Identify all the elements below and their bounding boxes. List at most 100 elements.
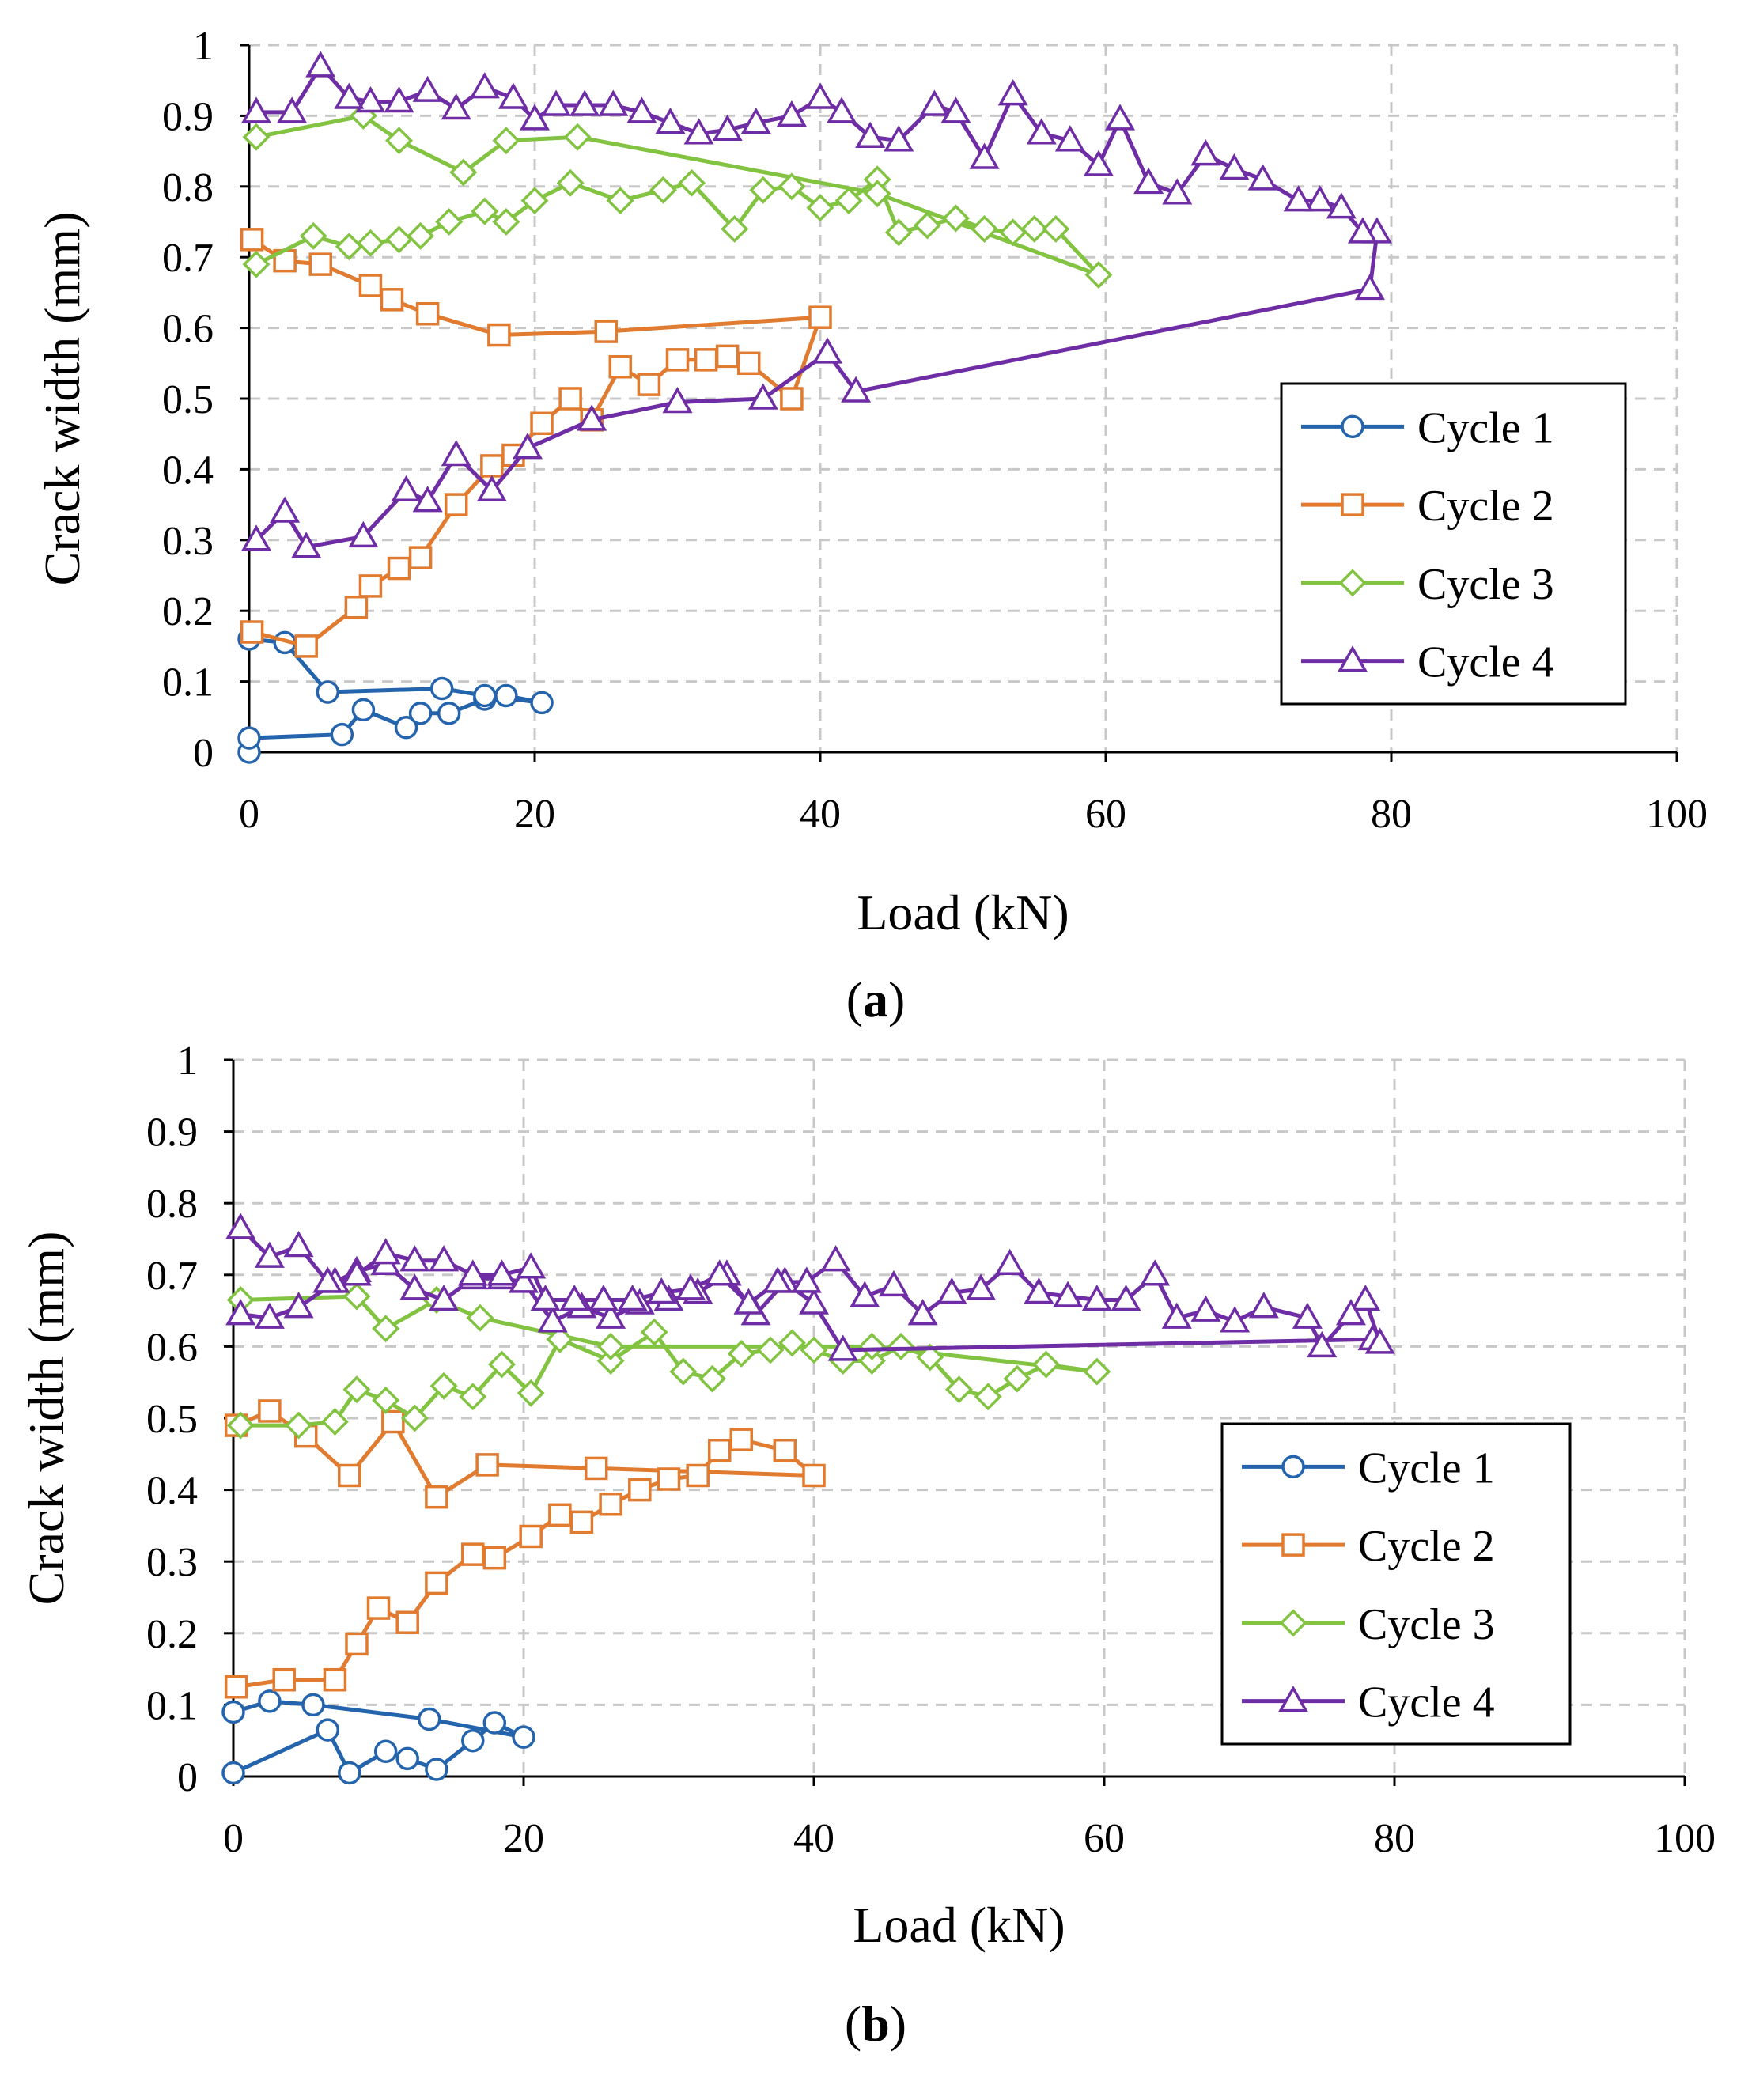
data-point-cycle-4 [305, 51, 336, 78]
data-point-cycle-4 [283, 1292, 314, 1319]
data-point-cycle-3 [999, 218, 1027, 247]
data-point-cycle-3 [320, 1408, 349, 1436]
data-point-cycle-4 [804, 82, 836, 109]
data-point-cycle-4 [1054, 125, 1085, 152]
data-point-cycle-1 [429, 676, 454, 701]
legend-item-cycle-2: Cycle 2 [1242, 1522, 1495, 1571]
data-point-cycle-1 [494, 683, 518, 708]
data-point-cycle-2 [594, 320, 618, 343]
x-tick-label: 0 [239, 792, 259, 837]
data-point-cycle-4 [683, 118, 714, 145]
data-point-cycle-4 [812, 337, 843, 364]
y-tick-label: 0 [193, 731, 214, 776]
data-point-cycle-3 [492, 208, 520, 236]
legend-label: Cycle 1 [1417, 403, 1554, 452]
x-tick-label: 80 [1374, 1816, 1415, 1861]
legend-marker-cycle-2 [1341, 493, 1364, 516]
data-point-cycle-3 [649, 176, 677, 204]
data-point-cycle-3 [640, 1318, 668, 1346]
data-point-cycle-2 [707, 1439, 732, 1462]
data-point-cycle-4 [675, 1273, 706, 1300]
data-point-cycle-4 [1304, 185, 1335, 212]
legend-label: Cycle 3 [1358, 1600, 1495, 1649]
data-point-cycle-4 [508, 1266, 539, 1293]
data-point-cycle-4 [791, 1266, 822, 1293]
data-point-cycle-4 [1283, 185, 1314, 212]
data-point-cycle-2 [323, 1667, 347, 1692]
y-tick-label: 0.2 [162, 589, 214, 634]
x-tick-label: 40 [793, 1816, 834, 1861]
data-point-cycle-1 [221, 1761, 245, 1785]
data-point-cycle-2 [715, 344, 740, 369]
data-point-cycle-3 [596, 1332, 625, 1360]
y-tick-label: 0.8 [162, 165, 214, 210]
data-point-cycle-4 [399, 1245, 430, 1272]
data-point-cycle-4 [312, 1266, 343, 1293]
data-point-cycle-4 [270, 496, 301, 523]
data-point-cycle-3 [285, 1411, 313, 1440]
data-point-cycle-3 [1032, 1350, 1061, 1379]
data-point-cycle-4 [1350, 1284, 1381, 1311]
y-axis-title: Crack width (mm) [34, 212, 90, 586]
tick-labels: 0 20 40 60 80 100 0 0.1 0.2 0.3 0.4 0.5 0.6 0.7 0.8 0.9… [146, 1039, 1716, 1861]
y-tick-label: 0.5 [146, 1397, 198, 1442]
data-point-cycle-2 [599, 1492, 622, 1516]
data-point-cycle-4 [878, 1269, 909, 1297]
data-point-cycle-4 [1335, 1299, 1366, 1326]
data-point-cycle-2 [585, 1456, 608, 1481]
data-point-cycle-4 [341, 1259, 372, 1286]
series-layer [237, 51, 1392, 764]
legend-marker-cycle-3 [1279, 1609, 1307, 1637]
data-point-cycle-4 [569, 89, 600, 116]
data-point-cycle-3 [242, 123, 271, 151]
data-point-cycle-1 [316, 680, 340, 704]
data-point-cycle-4 [1354, 273, 1385, 301]
data-point-cycle-3 [942, 204, 970, 233]
data-point-cycle-1 [473, 683, 497, 708]
data-point-cycle-3 [556, 168, 585, 197]
data-point-cycle-3 [488, 1350, 516, 1379]
data-point-cycle-2 [240, 228, 264, 252]
data-point-cycle-4 [596, 1302, 626, 1329]
data-point-cycle-2 [345, 1632, 369, 1656]
legend-marker-cycle-4 [1277, 1686, 1309, 1712]
data-point-cycle-2 [530, 411, 554, 436]
y-tick-label: 1 [177, 1039, 198, 1084]
x-tick-label: 60 [1085, 792, 1126, 837]
data-point-cycle-4 [537, 1306, 568, 1333]
data-point-cycle-3 [226, 1411, 255, 1440]
legend-label: Cycle 1 [1358, 1444, 1495, 1493]
data-point-cycle-2 [415, 301, 440, 326]
data-point-cycle-4 [704, 1259, 735, 1286]
data-point-cycle-1 [221, 1700, 245, 1724]
data-point-cycle-3 [1083, 1357, 1111, 1386]
data-point-cycle-1 [425, 1758, 448, 1781]
data-point-cycle-1 [338, 1761, 361, 1785]
data-point-cycle-1 [512, 1725, 535, 1749]
data-point-cycle-4 [884, 125, 914, 152]
data-point-cycle-4 [254, 1241, 285, 1268]
legend-label: Cycle 2 [1417, 482, 1554, 531]
data-point-cycle-2 [408, 546, 433, 569]
x-tick-label: 60 [1084, 1816, 1125, 1861]
data-point-cycle-4 [1190, 139, 1221, 166]
data-point-cycle-3 [971, 214, 999, 243]
y-tick-label: 0.1 [146, 1683, 198, 1728]
data-point-cycle-1 [316, 1718, 340, 1742]
data-point-cycle-4 [588, 1284, 619, 1311]
y-tick-label: 0.8 [146, 1182, 198, 1227]
data-point-cycle-3 [857, 1332, 886, 1360]
data-point-cycle-4 [486, 1259, 517, 1286]
data-point-cycle-2 [461, 1542, 485, 1566]
data-point-cycle-4 [820, 1245, 851, 1272]
data-point-cycle-2 [569, 1510, 594, 1534]
data-point-cycle-3 [372, 1386, 400, 1414]
data-point-cycle-2 [475, 1453, 499, 1477]
data-point-cycle-4 [1219, 153, 1250, 180]
legend-marker-cycle-4 [1337, 645, 1368, 672]
data-point-cycle-3 [800, 1336, 828, 1364]
y-tick-label: 0.7 [146, 1254, 198, 1299]
y-tick-label: 0.4 [146, 1469, 198, 1514]
data-point-cycle-4 [827, 96, 857, 123]
legend-label: Cycle 3 [1417, 560, 1554, 609]
